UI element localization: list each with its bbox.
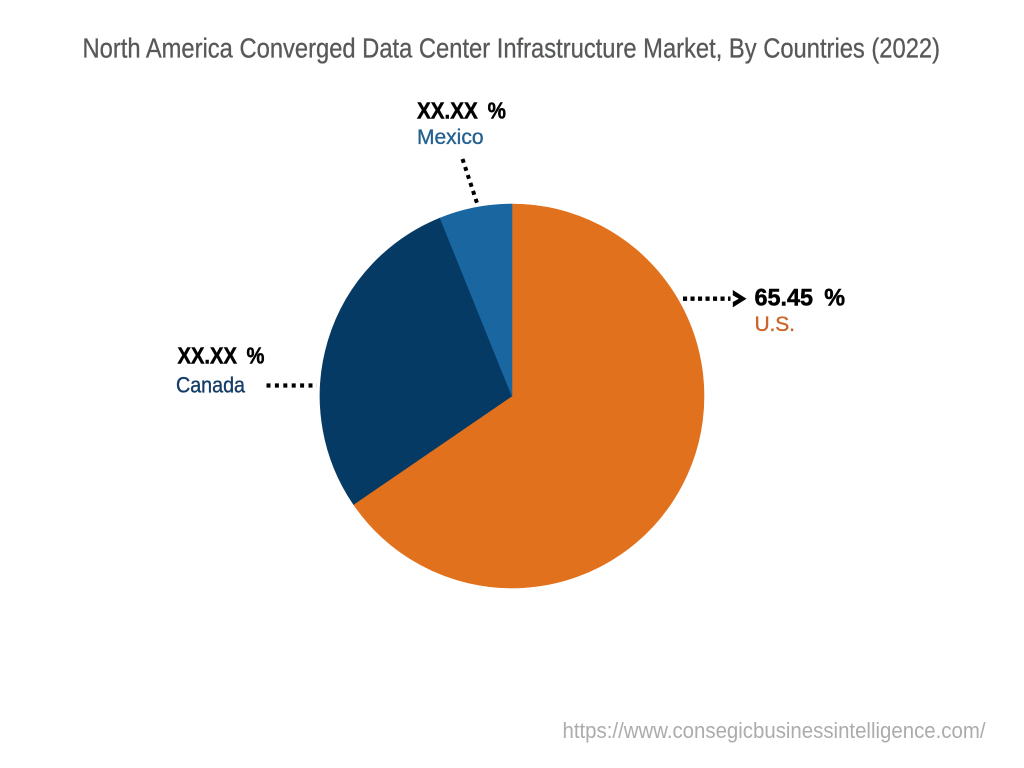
svg-text:North America Converged Data C: North America Converged Data Center Infr… xyxy=(83,32,941,63)
svg-text:XX.XX %: XX.XX % xyxy=(178,342,265,368)
svg-text:U.S.: U.S. xyxy=(755,313,796,336)
svg-text:https://www.consegicbusinessin: https://www.consegicbusinessintelligence… xyxy=(563,718,987,743)
svg-text:Canada: Canada xyxy=(176,372,246,397)
svg-text:Mexico: Mexico xyxy=(417,126,484,149)
svg-text:XX.XX %: XX.XX % xyxy=(417,97,506,123)
svg-text:65.45 %: 65.45 % xyxy=(755,285,846,312)
